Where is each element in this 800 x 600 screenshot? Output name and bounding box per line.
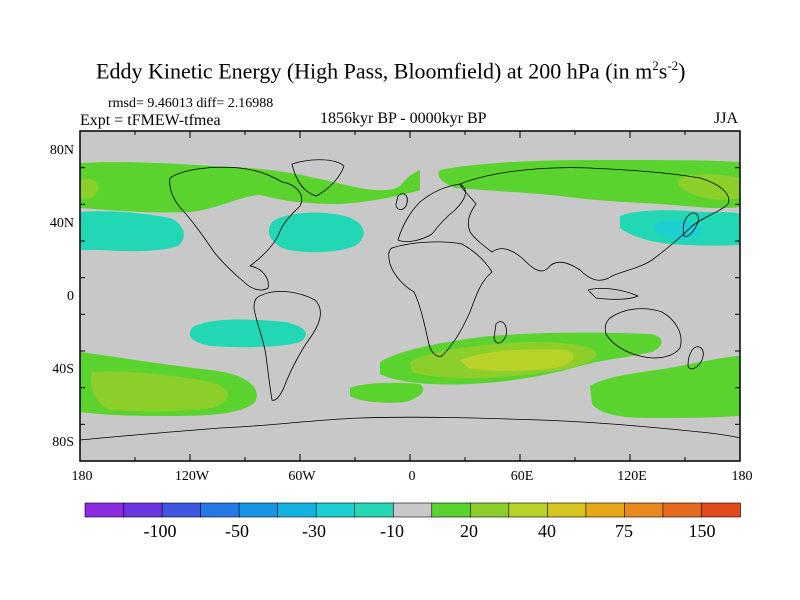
colorbar-swatch bbox=[624, 502, 664, 518]
colorbar-swatch bbox=[123, 502, 163, 518]
x-tick-label-120e: 120E bbox=[617, 469, 647, 484]
contour-south-indian-peak bbox=[460, 349, 574, 371]
colorbar-label-40: 40 bbox=[538, 521, 556, 541]
contour-neg-north-atlantic bbox=[268, 212, 364, 253]
coast-europe bbox=[397, 183, 466, 242]
contour-north-peak-east bbox=[678, 174, 740, 200]
axis-ticks bbox=[79, 130, 741, 462]
coast-south-america bbox=[253, 290, 321, 401]
coast-australia bbox=[604, 308, 682, 359]
contour-south-atlantic-small bbox=[350, 382, 424, 403]
colorbar-swatch bbox=[701, 502, 741, 518]
x-tick-label-60e: 60E bbox=[510, 469, 534, 484]
coastlines bbox=[80, 159, 740, 441]
y-tick-label-80s: 80S bbox=[52, 435, 74, 450]
colorbar-label-neg10: -10 bbox=[380, 521, 404, 541]
contour-north-peak-west bbox=[80, 178, 99, 199]
colorbar-swatch bbox=[392, 502, 433, 518]
colorbar-label-75: 75 bbox=[615, 521, 633, 541]
coast-antarctica bbox=[80, 416, 740, 441]
colorbar-swatch bbox=[315, 502, 356, 518]
colorbar-swatch bbox=[662, 502, 703, 518]
y-tick-label-80n: 80N bbox=[49, 143, 74, 158]
colorbar bbox=[84, 502, 741, 518]
colorbar-swatch bbox=[238, 502, 279, 518]
colorbar-label-neg100: -100 bbox=[143, 521, 177, 541]
coast-madagascar bbox=[493, 321, 507, 344]
x-tick-label-0: 0 bbox=[408, 469, 416, 484]
colorbar-label-neg30: -30 bbox=[302, 521, 326, 541]
experiment-label: Expt = tFMEW-tfmea bbox=[80, 112, 221, 129]
coast-british-isles bbox=[395, 193, 408, 210]
period-label: 1856kyr BP - 0000kyr BP bbox=[320, 110, 487, 127]
contour-neg-north-pacific-west bbox=[80, 211, 184, 252]
x-tick-label-120w: 120W bbox=[174, 469, 210, 484]
colorbar-swatch bbox=[277, 502, 317, 518]
colorbar-swatch bbox=[431, 502, 472, 518]
contour-south-pacific-mid bbox=[90, 371, 228, 412]
colorbar-swatch bbox=[508, 502, 549, 518]
contour-north-band-east bbox=[438, 160, 740, 209]
x-tick-label-180e: 180 bbox=[731, 469, 753, 484]
contour-south-australia-band bbox=[590, 356, 740, 418]
x-tick-label-60w: 60W bbox=[288, 469, 316, 484]
y-tick-label-40n: 40N bbox=[49, 216, 74, 231]
y-tick-label-0: 0 bbox=[67, 289, 74, 304]
contour-neg-south-pacific bbox=[189, 319, 306, 348]
season-label: JJA bbox=[714, 110, 739, 127]
colorbar-label-150: 150 bbox=[688, 521, 716, 541]
colorbar-swatch bbox=[469, 502, 510, 518]
colorbar-swatch bbox=[200, 502, 240, 518]
contour-north-band-west bbox=[80, 162, 420, 213]
colorbar-swatch bbox=[161, 502, 202, 518]
colorbar-swatch bbox=[585, 502, 626, 518]
y-tick-label-40s: 40S bbox=[52, 362, 74, 377]
map-field bbox=[80, 131, 740, 461]
colorbar-swatch bbox=[354, 502, 395, 518]
plot-title: Eddy Kinetic Energy (High Pass, Bloomfie… bbox=[96, 58, 686, 84]
coast-indonesia bbox=[587, 288, 639, 300]
coast-africa bbox=[388, 241, 493, 357]
colorbar-label-20: 20 bbox=[460, 521, 478, 541]
coast-eurasia bbox=[459, 167, 730, 281]
coast-japan bbox=[682, 212, 699, 237]
rmsd-diff-stats: rmsd= 9.46013 diff= 2.16988 bbox=[108, 96, 274, 111]
colorbar-swatch bbox=[84, 502, 125, 518]
colorbar-swatch bbox=[547, 502, 587, 518]
coast-greenland bbox=[291, 159, 345, 197]
colorbar-label-neg50: -50 bbox=[225, 521, 249, 541]
x-tick-label-180w: 180 bbox=[71, 469, 93, 484]
coast-north-america bbox=[169, 166, 302, 291]
coast-new-zealand bbox=[687, 346, 704, 370]
